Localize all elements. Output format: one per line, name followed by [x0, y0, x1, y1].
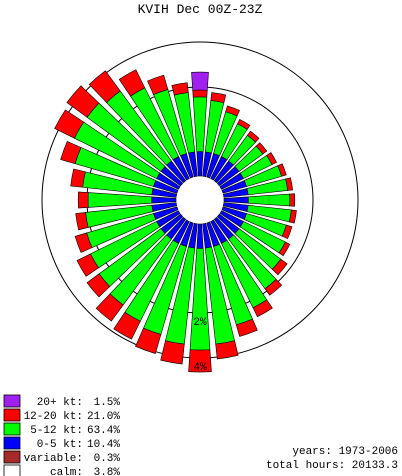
wedge — [151, 196, 177, 204]
wedge — [54, 109, 85, 139]
legend-value: 1.5% — [94, 397, 121, 409]
legend-label: 20+ kt: — [37, 397, 83, 409]
legend-swatch — [3, 422, 21, 436]
wedge — [215, 340, 239, 360]
wedge — [188, 349, 212, 373]
wedge — [60, 141, 82, 165]
legend-swatch — [3, 450, 21, 464]
legend-swatch — [3, 436, 21, 450]
legend-value: 63.4% — [87, 425, 120, 437]
wedge — [255, 142, 268, 155]
legend-label: variable: — [24, 453, 83, 465]
ring-label: 4% — [193, 362, 207, 374]
chart-title: KVIH Dec 00Z-23Z — [138, 2, 263, 17]
legend-swatch — [3, 394, 21, 408]
wedge — [86, 273, 111, 298]
wedge — [113, 311, 141, 340]
legend-swatch — [3, 408, 21, 422]
wedge — [225, 105, 240, 117]
legend-label: 5-12 kt: — [30, 425, 83, 437]
legend-value: 21.0% — [87, 411, 120, 423]
wedge — [88, 70, 121, 103]
wedge — [237, 118, 251, 130]
wedge — [135, 327, 162, 354]
wedge — [223, 196, 249, 204]
wedge — [171, 82, 189, 96]
wedge — [247, 193, 291, 207]
ring-label: 2% — [193, 317, 207, 329]
wedge — [66, 85, 100, 118]
footer-hours: total hours: 20133.3 — [266, 460, 398, 472]
wedge — [196, 151, 204, 177]
wedge — [210, 92, 227, 104]
wedge — [246, 130, 260, 143]
wedge — [87, 192, 153, 208]
wedge — [281, 224, 293, 240]
wedge — [160, 340, 185, 365]
legend-swatch — [3, 464, 21, 476]
legend-label: calm: — [50, 467, 83, 476]
wedge — [75, 212, 89, 231]
wedge — [285, 177, 293, 191]
wedge — [264, 278, 283, 296]
wedge — [95, 293, 124, 322]
wedge — [192, 89, 208, 98]
wedge — [288, 209, 297, 224]
wedge — [191, 71, 209, 91]
legend-value: 10.4% — [87, 439, 120, 451]
wedge — [76, 253, 99, 277]
wedge — [289, 193, 296, 207]
wedge — [271, 258, 288, 276]
wedge — [77, 191, 89, 209]
wedge — [278, 241, 291, 257]
legend-value: 3.8% — [94, 467, 121, 476]
wedge — [147, 74, 169, 96]
wedge — [70, 168, 86, 188]
footer-years: years: 1973-2006 — [292, 446, 398, 458]
wedge — [266, 152, 277, 166]
wedge — [196, 223, 204, 249]
wedge — [192, 96, 208, 153]
wedge — [235, 318, 258, 337]
legend-label: 12-20 kt: — [24, 411, 83, 423]
wedge — [118, 69, 146, 97]
wedge — [277, 163, 287, 177]
legend-value: 0.3% — [94, 453, 121, 465]
wedge — [74, 232, 93, 253]
legend-label: 0-5 kt: — [37, 439, 83, 451]
wedge — [252, 299, 273, 318]
